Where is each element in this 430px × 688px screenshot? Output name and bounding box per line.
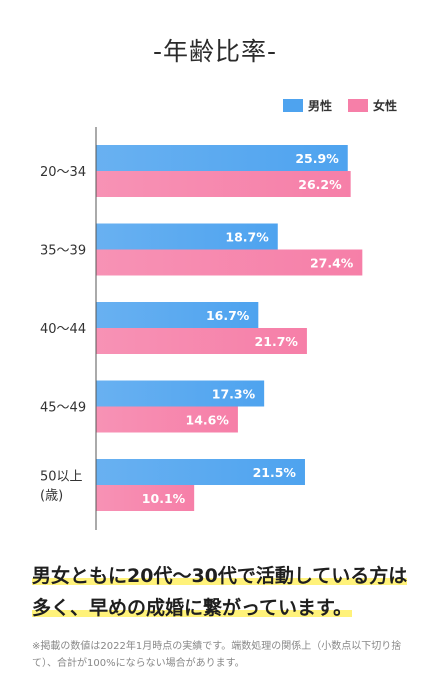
summary-caption: 男女ともに20代～30代で活動している方は 多く、早めの成婚に繋がっています。 <box>32 560 412 624</box>
category-label-4-0: 50以上 <box>40 470 83 485</box>
bar-female-0 <box>96 171 351 197</box>
bar-male-1 <box>96 223 278 250</box>
data-label-female-2: 21.7% <box>255 334 299 349</box>
data-label-female-3: 14.6% <box>186 413 230 428</box>
category-label-1: 35～39 <box>40 244 86 259</box>
bar-male-0 <box>96 145 348 171</box>
bar-female-3 <box>96 406 238 433</box>
data-label-female-4: 10.1% <box>142 491 186 506</box>
data-label-male-0: 25.9% <box>295 151 339 166</box>
category-label-4-1: (歳) <box>40 489 63 504</box>
category-label-3: 45～49 <box>40 401 86 416</box>
bar-female-4 <box>96 485 195 511</box>
footnote: ※掲載の数値は2022年1月時点の実績です。端数処理の関係上（小数点以下切り捨て… <box>32 641 402 669</box>
data-label-male-3: 17.3% <box>212 387 256 402</box>
bar-male-2 <box>96 302 259 328</box>
category-label-0: 20～34 <box>40 165 86 180</box>
data-label-female-0: 26.2% <box>298 177 342 192</box>
bar-female-1 <box>96 249 363 276</box>
age-ratio-bar-chart: 男性 女性 25.9% 26.2% 20～34 18.7% 27.4% 35～39 16.7% 2… <box>40 98 397 530</box>
legend-swatch-female <box>348 99 368 112</box>
bar-male-3 <box>96 380 265 407</box>
bar-female-2 <box>96 328 307 354</box>
caption-line-1: 男女ともに20代～30代で活動している方は <box>32 565 408 587</box>
bar-male-4 <box>96 459 305 485</box>
category-label-2: 40～44 <box>40 322 86 337</box>
legend-swatch-male <box>283 99 303 112</box>
data-label-female-1: 27.4% <box>310 256 354 271</box>
caption-line-2: 多く、早めの成婚に繋がっています。 <box>32 597 353 619</box>
data-label-male-2: 16.7% <box>206 308 250 323</box>
legend-label-male: 男性 <box>308 98 332 113</box>
data-label-male-4: 21.5% <box>253 465 297 480</box>
legend-label-female: 女性 <box>373 98 397 113</box>
chart-title: -年齢比率- <box>152 37 278 66</box>
data-label-male-1: 18.7% <box>225 230 269 245</box>
